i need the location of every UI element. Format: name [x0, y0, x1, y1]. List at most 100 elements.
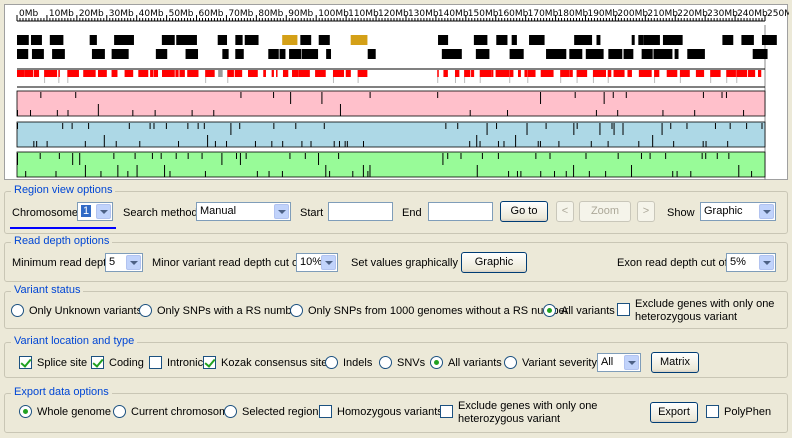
radio-all-variants[interactable] [543, 304, 556, 317]
variant-sub-tick [437, 77, 439, 83]
radio-snps-rs[interactable] [139, 304, 152, 317]
start-input[interactable] [328, 202, 393, 221]
snvs-label[interactable]: SNVs [397, 357, 426, 369]
radio-indels[interactable] [325, 356, 338, 369]
export-button[interactable]: Export [650, 402, 698, 423]
search-method-select[interactable]: Manual [196, 202, 291, 221]
all-variants-type-label[interactable]: All variants [448, 357, 502, 369]
variant-severity-label[interactable]: Variant severity [522, 357, 597, 369]
homozygous-checkbox[interactable] [319, 405, 332, 418]
radio-whole-genome[interactable] [19, 405, 32, 418]
sample-variant-mark [304, 153, 306, 159]
radio-current-chromosome[interactable] [113, 405, 126, 418]
end-label: End [402, 207, 422, 219]
kozak-label[interactable]: Kozak consensus site [221, 357, 328, 369]
gene-block [31, 49, 44, 59]
coding-checkbox[interactable] [91, 356, 104, 369]
export-exclude-label-2[interactable]: heterozygous variant [458, 413, 561, 425]
coding-label[interactable]: Coding [109, 357, 144, 369]
start-label: Start [300, 207, 324, 219]
variant-block [187, 70, 199, 77]
kozak-checkbox[interactable] [203, 356, 216, 369]
sample-variant-mark [187, 153, 189, 159]
homozygous-label[interactable]: Homozygous variants [337, 406, 443, 418]
minor-variant-select[interactable]: 10% [296, 253, 338, 272]
severity-select[interactable]: All [597, 353, 641, 372]
polyphen-checkbox[interactable] [706, 405, 719, 418]
all-variants-label[interactable]: All variants [561, 305, 615, 317]
export-exclude-label-1[interactable]: Exclude genes with only one [458, 400, 598, 412]
chevron-down-icon[interactable] [126, 255, 141, 270]
radio-snvs[interactable] [379, 356, 392, 369]
polyphen-label[interactable]: PolyPhen [724, 406, 772, 418]
sample-variant-mark [40, 92, 42, 98]
exclude-genes-label-2[interactable]: heterozygous variant [635, 311, 738, 323]
gene-block [722, 35, 734, 45]
sample-variant-mark [301, 141, 303, 147]
indels-label[interactable]: Indels [343, 357, 373, 369]
chevron-down-icon[interactable] [96, 204, 111, 219]
variant-block [282, 70, 289, 77]
end-input[interactable] [428, 202, 493, 221]
sample-variant-mark [134, 153, 136, 159]
matrix-button[interactable]: Matrix [651, 352, 699, 373]
sample-variant-mark [201, 153, 203, 159]
variant-sub-tick [205, 77, 207, 83]
variant-block [471, 70, 475, 77]
min-read-depth-select[interactable]: 5 [105, 253, 143, 272]
unknown-variants-label[interactable]: Only Unknown variants [29, 305, 143, 317]
intronic-label[interactable]: Intronic [167, 357, 204, 369]
splice-site-label[interactable]: Splice site [37, 357, 88, 369]
chevron-down-icon[interactable] [624, 355, 639, 370]
min-read-depth-label: Minimum read depth [12, 257, 113, 269]
ruler-tick-label: 100Mb [318, 9, 349, 19]
show-select[interactable]: Graphic [700, 202, 776, 221]
variant-status-group: Variant status [4, 284, 788, 329]
sample-variant-mark [665, 153, 667, 159]
chevron-down-icon[interactable] [321, 255, 336, 270]
chromosome-select[interactable]: 1 [77, 202, 113, 221]
snps-rs-label[interactable]: Only SNPs with a RS number [157, 305, 302, 317]
exon-read-depth-select[interactable]: 5% [726, 253, 776, 272]
variant-sub-tick [654, 77, 656, 83]
ruler-tick-label: 60Mb [199, 9, 224, 19]
chevron-down-icon[interactable] [759, 204, 774, 219]
exclude-genes-checkbox[interactable] [617, 303, 630, 316]
selected-region-label[interactable]: Selected region [242, 406, 319, 418]
variant-block [491, 70, 494, 77]
chevron-down-icon[interactable] [759, 255, 774, 270]
genome-tracks-canvas[interactable]: 0Mb 10Mb 20Mb 30Mb 40Mb 50Mb 60Mb 70Mb 80Mb 90Mb 1… [5, 5, 789, 181]
ruler-tick-label: 80Mb [258, 9, 283, 19]
ruler-tick-label: 120Mb [378, 9, 409, 19]
variant-block [138, 70, 149, 77]
radio-snps-1000-genomes[interactable] [290, 304, 303, 317]
splice-site-checkbox[interactable] [19, 356, 32, 369]
exclude-genes-label-1[interactable]: Exclude genes with only one [635, 298, 775, 310]
gene-block [653, 49, 673, 59]
go-to-button[interactable]: Go to [500, 201, 548, 222]
radio-selected-region[interactable] [224, 405, 237, 418]
sample-variant-mark [595, 110, 597, 116]
sample-variant-mark [310, 141, 312, 147]
sample-variant-mark [17, 153, 18, 165]
zoom-button[interactable]: Zoom [579, 201, 631, 222]
whole-genome-label[interactable]: Whole genome [37, 406, 111, 418]
current-chromosome-label[interactable]: Current chromosome [131, 406, 235, 418]
sample-variant-mark [197, 123, 199, 129]
radio-all-variants-type[interactable] [430, 356, 443, 369]
gene-block [217, 35, 228, 45]
next-region-button[interactable]: > [637, 201, 655, 222]
radio-variant-severity[interactable] [504, 356, 517, 369]
gene-block [279, 49, 286, 59]
variant-block [437, 70, 439, 77]
variant-block [175, 70, 179, 77]
chevron-down-icon[interactable] [274, 204, 289, 219]
export-exclude-genes-checkbox[interactable] [440, 405, 453, 418]
snps-1000-genomes-label[interactable]: Only SNPs from 1000 genomes without a RS… [308, 305, 569, 317]
radio-unknown-variants[interactable] [11, 304, 24, 317]
prev-region-button[interactable]: < [556, 201, 574, 222]
intronic-checkbox[interactable] [149, 356, 162, 369]
sample-variant-mark [497, 153, 499, 159]
genome-viewer[interactable]: 0Mb 10Mb 20Mb 30Mb 40Mb 50Mb 60Mb 70Mb 80Mb 90Mb 1… [4, 4, 789, 181]
graphic-button[interactable]: Graphic [461, 252, 527, 273]
